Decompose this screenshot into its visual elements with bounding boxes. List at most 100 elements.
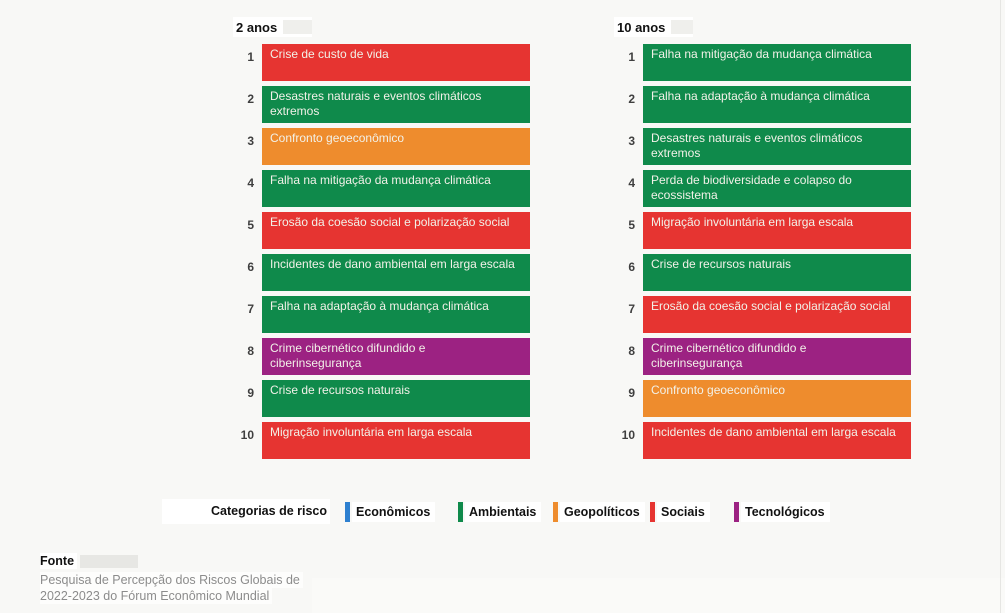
risk-rank: 4 xyxy=(247,176,254,190)
risk-label: Crime cibernético difundido e ciberinseg… xyxy=(651,341,807,370)
legend-label: Tecnológicos xyxy=(741,502,830,522)
risk-label: Confronto geoeconômico xyxy=(270,131,405,145)
risk-rank: 9 xyxy=(247,386,254,400)
risk-row: 6 Incidentes de dano ambiental em larga e… xyxy=(233,254,533,291)
risk-label: Falha na adaptação à mudança climática xyxy=(270,299,489,313)
risk-rank: 8 xyxy=(247,344,254,358)
risk-row: 4 Falha na mitigação da mudança climática xyxy=(233,170,533,207)
risk-bar-sociais: Migração involuntária em larga escala xyxy=(643,212,911,249)
risk-bar-tecnologicos: Crime cibernético difundido e ciberinseg… xyxy=(262,338,530,375)
risk-rank: 10 xyxy=(240,428,254,442)
risk-rank: 1 xyxy=(628,50,635,64)
column-2-anos: 2 anos 1 Crise de custo de vida 2 Desastres… xyxy=(233,17,533,464)
risk-rank: 1 xyxy=(247,50,254,64)
risk-row: 1 Crise de custo de vida xyxy=(233,44,533,81)
risk-bar-ambientais: Crise de recursos naturais xyxy=(643,254,911,291)
source-header: Fonte xyxy=(40,553,303,569)
legend-item-geopoliticos: Geopolíticos xyxy=(553,501,645,523)
risk-label: Migração involuntária em larga escala xyxy=(651,215,854,229)
source-text-line: 2022-2023 do Fórum Econômico Mundial xyxy=(40,588,273,604)
risk-row: 2 Desastres naturais e eventos climáticos… xyxy=(233,86,533,123)
risk-label: Erosão da coesão social e polarização so… xyxy=(651,299,891,313)
risk-rank: 6 xyxy=(247,260,254,274)
legend-label: Ambientais xyxy=(465,502,542,522)
risk-label: Falha na mitigação da mudança climática xyxy=(651,47,872,61)
risk-label: Desastres naturais e eventos climáticos … xyxy=(651,131,863,160)
risk-row: 9 Confronto geoeconômico xyxy=(614,380,914,417)
column-title: 2 anos xyxy=(236,19,278,35)
risk-row: 6 Crise de recursos naturais xyxy=(614,254,914,291)
risk-row: 7 Falha na adaptação à mudança climática xyxy=(233,296,533,333)
legend-item-economicos: Econômicos xyxy=(345,501,436,523)
risk-rank: 2 xyxy=(247,92,254,106)
risk-row: 1 Falha na mitigação da mudança climática xyxy=(614,44,914,81)
risk-row: 3 Desastres naturais e eventos climáticos… xyxy=(614,128,914,165)
risk-rank: 10 xyxy=(621,428,635,442)
risk-bar-ambientais: Crise de recursos naturais xyxy=(262,380,530,417)
risk-bar-ambientais: Falha na adaptação à mudança climática xyxy=(262,296,530,333)
legend-label: Sociais xyxy=(657,502,710,522)
risk-rank: 5 xyxy=(628,218,635,232)
risk-row: 3 Confronto geoeconômico xyxy=(233,128,533,165)
screenshot-edge-line xyxy=(1000,0,1001,613)
risk-bar-geopoliticos: Confronto geoeconômico xyxy=(643,380,911,417)
legend-label: Econômicos xyxy=(352,502,436,522)
risk-row: 7 Erosão da coesão social e polarização s… xyxy=(614,296,914,333)
risk-row: 2 Falha na adaptação à mudança climática xyxy=(614,86,914,123)
risk-categories-legend: Categorias de risco Econômicos Ambientais… xyxy=(0,499,1005,525)
risk-rank: 7 xyxy=(247,302,254,316)
highlight-patch xyxy=(283,20,312,34)
risk-row: 10 Incidentes de dano ambiental em larga … xyxy=(614,422,914,459)
risk-label: Erosão da coesão social e polarização so… xyxy=(270,215,510,229)
risk-rank: 6 xyxy=(628,260,635,274)
risk-label: Falha na mitigação da mudança climática xyxy=(270,173,491,187)
risk-row: 4 Perda de biodiversidade e colapso do ec… xyxy=(614,170,914,207)
risk-bar-sociais: Crise de custo de vida xyxy=(262,44,530,81)
source-label: Fonte xyxy=(40,553,78,569)
risk-label: Falha na adaptação à mudança climática xyxy=(651,89,870,103)
highlight-patch xyxy=(80,554,139,568)
risk-row: 5 Migração involuntária em larga escala xyxy=(614,212,914,249)
legend-swatch-geopoliticos xyxy=(553,502,558,522)
risk-label: Confronto geoeconômico xyxy=(651,383,786,397)
risk-rank: 8 xyxy=(628,344,635,358)
risk-rank: 5 xyxy=(247,218,254,232)
risk-label: Incidentes de dano ambiental em larga es… xyxy=(651,425,896,439)
column-header-2-anos: 2 anos xyxy=(233,17,312,37)
legend-item-tecnologicos: Tecnológicos xyxy=(734,501,830,523)
legend-item-sociais: Sociais xyxy=(650,501,710,523)
risk-bar-ambientais: Falha na mitigação da mudança climática xyxy=(262,170,530,207)
risk-rank: 2 xyxy=(628,92,635,106)
risk-label: Migração involuntária em larga escala xyxy=(270,425,473,439)
risk-list-10-anos: 1 Falha na mitigação da mudança climática… xyxy=(614,44,914,459)
risk-rank: 7 xyxy=(628,302,635,316)
risk-row: 9 Crise de recursos naturais xyxy=(233,380,533,417)
risk-label: Crise de recursos naturais xyxy=(270,383,411,397)
highlight-patch xyxy=(671,20,693,34)
risk-bar-geopoliticos: Confronto geoeconômico xyxy=(262,128,530,165)
risk-bar-ambientais: Falha na mitigação da mudança climática xyxy=(643,44,911,81)
risk-bar-ambientais: Falha na adaptação à mudança climática xyxy=(643,86,911,123)
column-header-10-anos: 10 anos xyxy=(614,17,693,37)
legend-label: Geopolíticos xyxy=(560,502,645,522)
risk-label: Perda de biodiversidade e colapso do eco… xyxy=(651,173,852,202)
risk-label: Incidentes de dano ambiental em larga es… xyxy=(270,257,515,271)
source-block: Fonte Pesquisa de Percepção dos Riscos G… xyxy=(40,553,303,604)
risk-bar-ambientais: Incidentes de dano ambiental em larga es… xyxy=(262,254,530,291)
risk-bar-sociais: Migração involuntária em larga escala xyxy=(262,422,530,459)
column-10-anos: 10 anos 1 Falha na mitigação da mudança c… xyxy=(614,17,914,464)
risk-bar-tecnologicos: Crime cibernético difundido e ciberinseg… xyxy=(643,338,911,375)
risk-row: 8 Crime cibernético difundido e ciberinse… xyxy=(614,338,914,375)
risk-rank: 4 xyxy=(628,176,635,190)
risk-list-2-anos: 1 Crise de custo de vida 2 Desastres natura… xyxy=(233,44,533,459)
risk-label: Crise de custo de vida xyxy=(270,47,389,61)
risk-bar-sociais: Erosão da coesão social e polarização so… xyxy=(262,212,530,249)
risk-rank: 3 xyxy=(628,134,635,148)
risk-label: Crise de recursos naturais xyxy=(651,257,792,271)
risk-bar-ambientais: Desastres naturais e eventos climáticos … xyxy=(262,86,530,123)
source-text-line: Pesquisa de Percepção dos Riscos Globais… xyxy=(40,572,303,588)
legend-title: Categorias de risco xyxy=(162,499,330,524)
risk-bar-sociais: Erosão da coesão social e polarização so… xyxy=(643,296,911,333)
legend-swatch-economicos xyxy=(345,502,350,522)
